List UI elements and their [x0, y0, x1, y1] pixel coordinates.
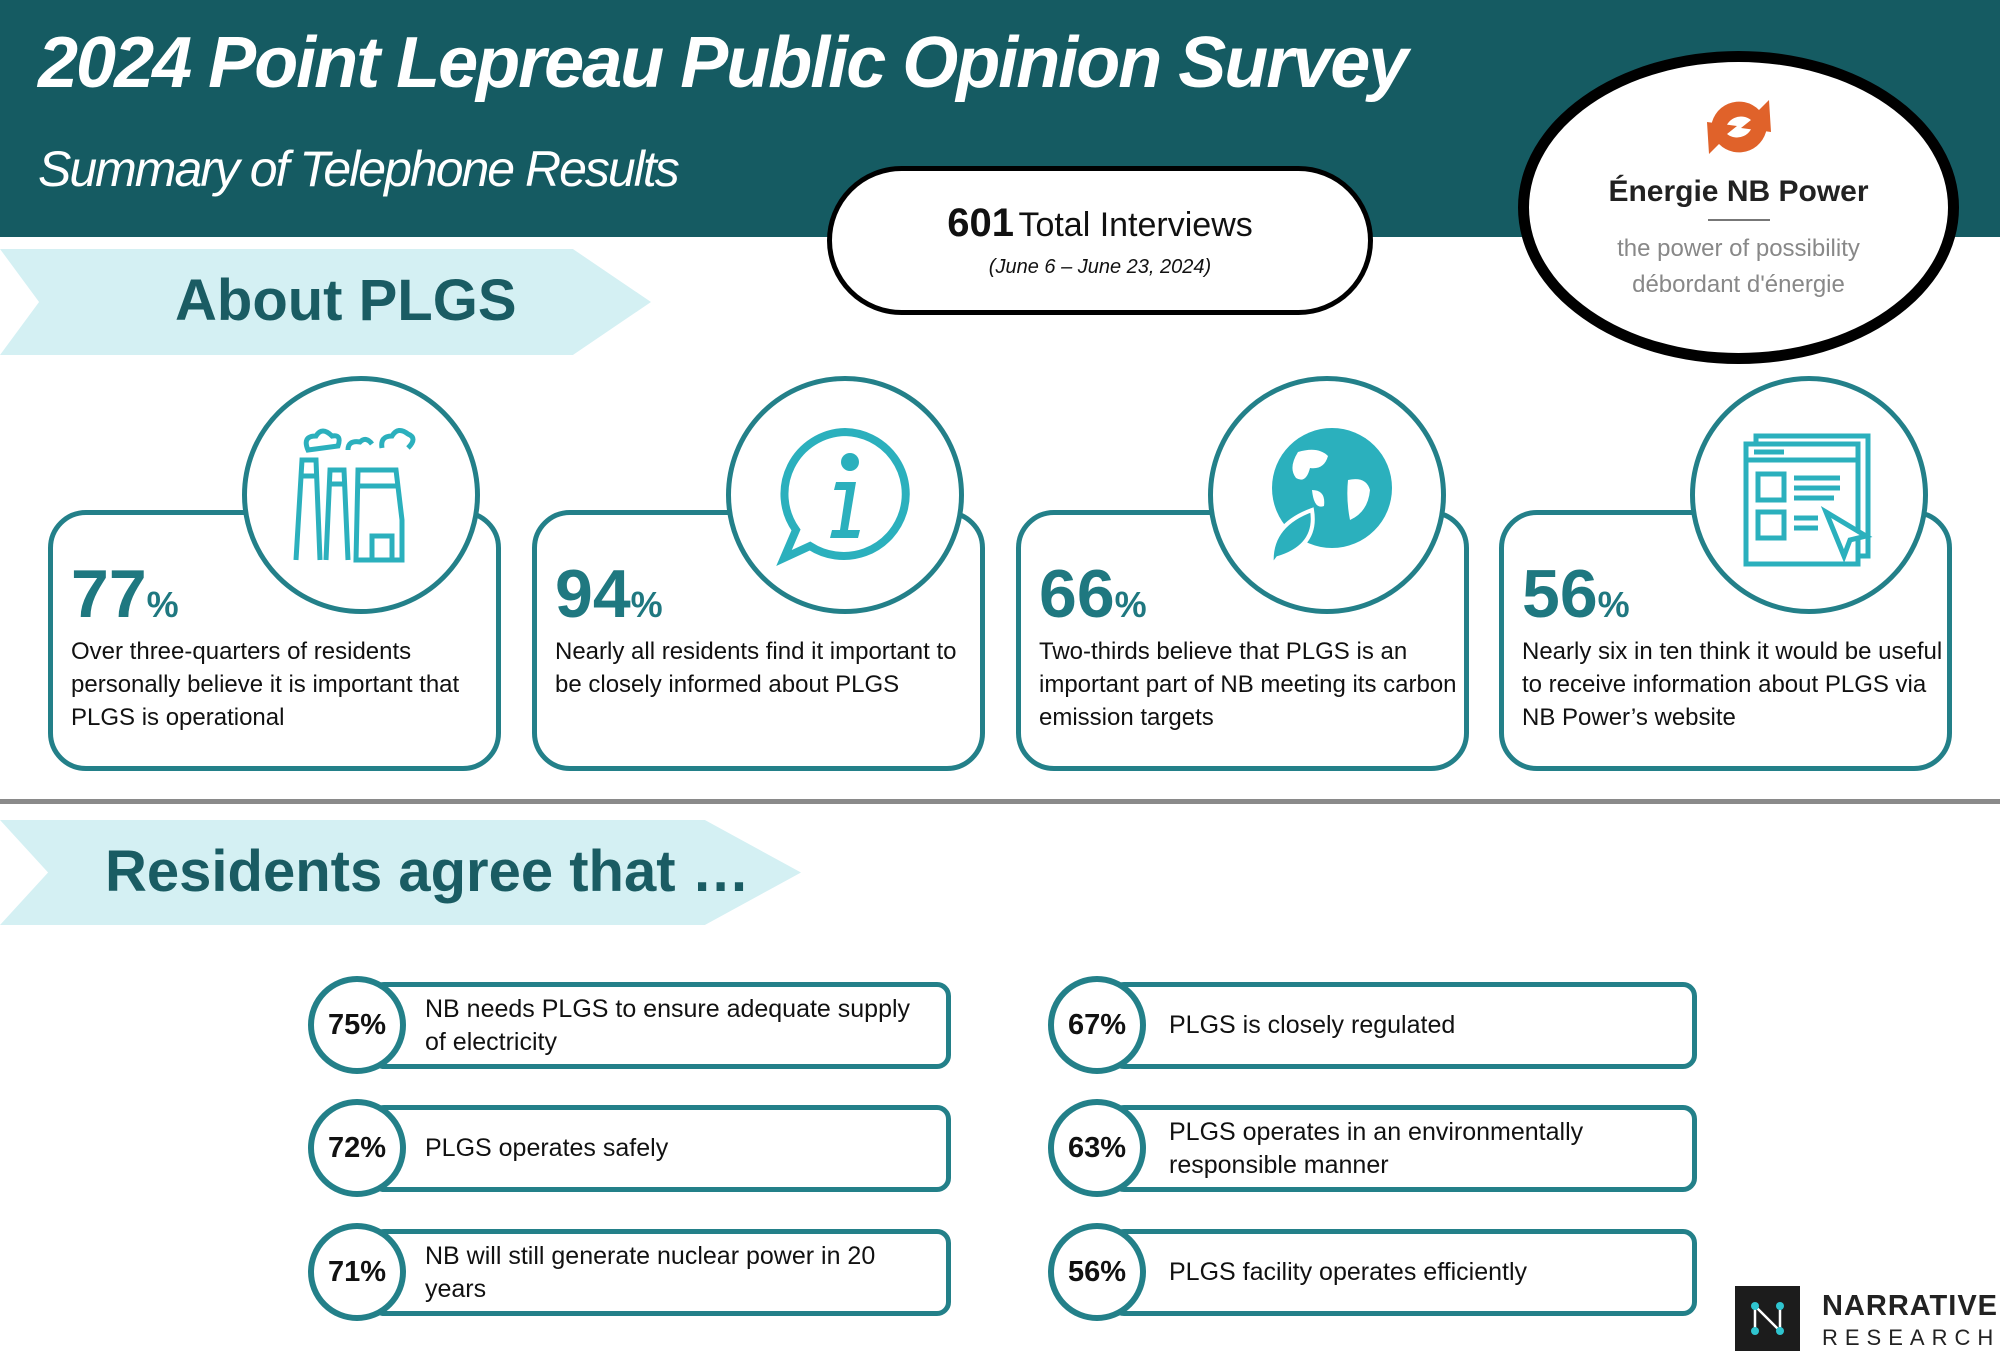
stat-value: 94: [555, 556, 631, 632]
globe-circle: [1208, 376, 1446, 614]
agree-text: PLGS operates in an environmentally resp…: [1169, 1117, 1584, 1179]
orange-arrows-icon: [1706, 100, 1771, 154]
stat-description: Nearly all residents find it important t…: [555, 638, 957, 698]
about-heading: About PLGS: [175, 268, 517, 333]
survey-dates: (June 6 – June 23, 2024): [988, 256, 1212, 278]
agree-text: PLGS operates safely: [425, 1134, 669, 1162]
website-icon: [1743, 433, 1873, 567]
info-bubble-icon: [776, 427, 910, 566]
stat-value: 66: [1039, 556, 1115, 632]
power-plant-icon: [293, 428, 416, 563]
agree-item: PLGS operates in an environmentally resp…: [1110, 1105, 1697, 1192]
agree-percent: 71%: [308, 1223, 406, 1321]
stat-value: 56: [1522, 556, 1598, 632]
about-banner: About PLGS: [0, 249, 651, 355]
agree-heading: Residents agree that …: [105, 839, 750, 904]
interview-label: Total Interviews: [1018, 206, 1253, 244]
research-brand: RESEARCH: [1822, 1325, 2000, 1350]
agree-item: NB will still generate nuclear power in …: [370, 1229, 951, 1316]
agree-text: PLGS facility operates efficiently: [1169, 1258, 1528, 1286]
stat-description: Nearly six in ten think it would be usef…: [1522, 638, 1943, 731]
stat-unit: %: [1114, 584, 1147, 625]
nb-power-logo: Énergie NB Power the power of possibilit…: [1518, 51, 1959, 364]
narrative-logo-mark: [1735, 1286, 1800, 1351]
info-circle: [726, 376, 964, 614]
stat-unit: %: [630, 584, 663, 625]
narrative-brand: NARRATIVE: [1822, 1290, 1999, 1322]
page-subtitle: Summary of Telephone Results: [38, 141, 680, 197]
logo-divider: [1707, 219, 1770, 221]
agree-percent: 72%: [308, 1099, 406, 1197]
agree-item: PLGS operates safely: [370, 1105, 951, 1192]
website-circle: [1690, 376, 1928, 614]
section-divider: [0, 799, 2000, 804]
agree-item: PLGS is closely regulated: [1110, 982, 1697, 1069]
stat-value: 77: [71, 556, 147, 632]
agree-banner: Residents agree that …: [0, 820, 801, 925]
agree-percent: 75%: [308, 976, 406, 1074]
logo-tagline-en: the power of possibility: [1617, 235, 1860, 262]
page-title: 2024 Point Lepreau Public Opinion Survey: [38, 23, 1408, 103]
stat-description: Over three-quarters of residents persona…: [71, 638, 460, 731]
agree-percent: 56%: [1048, 1223, 1146, 1321]
agree-item: PLGS facility operates efficiently: [1110, 1229, 1697, 1316]
stat-unit: %: [1597, 584, 1630, 625]
interview-count: 601: [947, 201, 1014, 245]
n-network-icon: [1751, 1302, 1784, 1335]
globe-leaf-icon: [1269, 428, 1392, 570]
agree-percent: 67%: [1048, 976, 1146, 1074]
interviews-pill: 601 Total Interviews (June 6 – June 23, …: [827, 166, 1373, 315]
logo-brand: Énergie NB Power: [1608, 175, 1869, 208]
agree-text: NB will still generate nuclear power in …: [425, 1241, 876, 1303]
stat-unit: %: [146, 584, 179, 625]
agree-item: NB needs PLGS to ensure adequate supply …: [370, 982, 951, 1069]
power-plant-circle: [242, 376, 480, 614]
agree-text: PLGS is closely regulated: [1169, 1011, 1456, 1039]
logo-tagline-fr: débordant d'énergie: [1632, 271, 1845, 298]
agree-text: NB needs PLGS to ensure adequate supply …: [425, 994, 911, 1056]
agree-percent: 63%: [1048, 1099, 1146, 1197]
stat-description: Two-thirds believe that PLGS is an impor…: [1039, 638, 1457, 731]
